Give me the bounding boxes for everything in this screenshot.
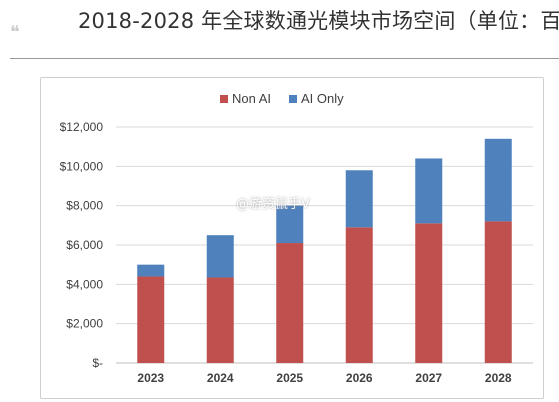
- title-divider: [10, 58, 559, 59]
- chart-frame: $- $2,000 $4,000 $6,000 $8,000 $10,000 $12,000…: [40, 77, 544, 399]
- y-tick-label: $-: [92, 356, 103, 370]
- stacked-bar-chart: $- $2,000 $4,000 $6,000 $8,000 $10,000 $12,000…: [60, 91, 533, 385]
- bar-ai-only: [206, 235, 234, 278]
- x-tick-label: 2026: [346, 371, 373, 385]
- bar-ai-only: [137, 264, 165, 277]
- header: ❝ 2018-2028 年全球数通光模块市场空间（单位：百万美: [0, 0, 559, 44]
- quote-icon: ❝: [10, 22, 20, 43]
- y-tick-label: $4,000: [66, 277, 103, 291]
- bar-ai-only: [345, 170, 373, 228]
- y-tick-label: $2,000: [66, 317, 103, 331]
- bar-non-ai: [137, 276, 165, 363]
- x-tick-label: 2023: [137, 371, 164, 385]
- bar-non-ai: [276, 243, 304, 363]
- watermark: @游资鼠手V: [236, 197, 310, 212]
- bar-non-ai: [345, 227, 373, 363]
- bar-non-ai: [484, 221, 512, 363]
- y-tick-label: $12,000: [60, 120, 104, 134]
- legend-swatch: [220, 95, 228, 103]
- bar-ai-only: [276, 205, 304, 244]
- y-tick-label: $6,000: [66, 238, 103, 252]
- x-tick-label: 2025: [276, 371, 303, 385]
- legend-label: Non AI: [232, 91, 271, 106]
- legend-label: AI Only: [301, 91, 344, 106]
- y-tick-label: $8,000: [66, 199, 103, 213]
- page-title: 2018-2028 年全球数通光模块市场空间（单位：百万美: [78, 9, 559, 33]
- bar-ai-only: [415, 158, 443, 224]
- y-tick-label: $10,000: [60, 159, 104, 173]
- x-tick-label: 2028: [485, 371, 512, 385]
- x-tick-label: 2027: [415, 371, 442, 385]
- bar-non-ai: [206, 277, 234, 363]
- x-tick-label: 2024: [207, 371, 234, 385]
- bar-ai-only: [484, 138, 512, 222]
- bar-non-ai: [415, 223, 443, 363]
- legend-swatch: [289, 95, 297, 103]
